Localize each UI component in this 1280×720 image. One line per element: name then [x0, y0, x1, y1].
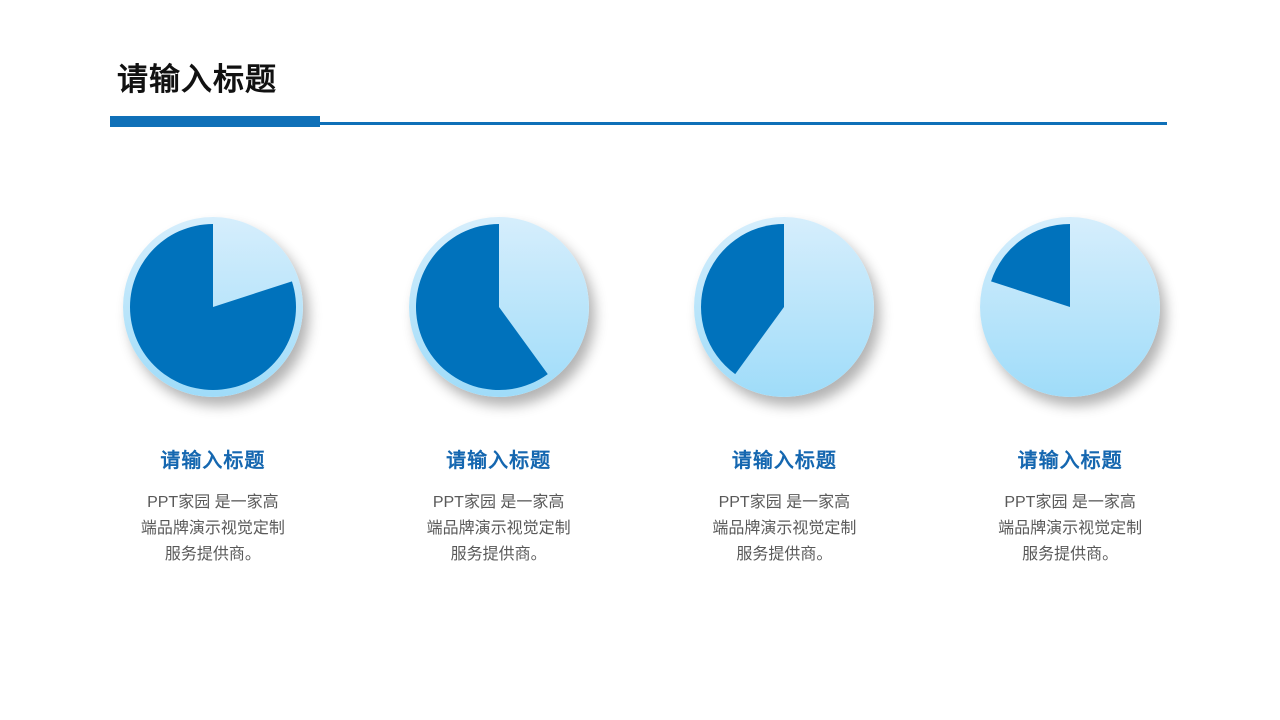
column-heading: 请输入标题 [160, 450, 266, 472]
divider-line [320, 122, 1167, 125]
column-heading: 请输入标题 [1017, 450, 1123, 472]
pie-columns: 请输入标题 PPT家园 是一家高 端品牌演示视觉定制 服务提供商。 请输入标题 … [70, 217, 1213, 568]
body-line: 服务提供商。 [1022, 546, 1119, 563]
pie-slice-80 [129, 224, 296, 390]
body-line: 端品牌演示视觉定制 [998, 520, 1143, 537]
column-body: PPT家园 是一家高 端品牌演示视觉定制 服务提供商。 [70, 490, 356, 568]
body-line: PPT家园 是一家高 [718, 494, 851, 511]
pie-chart-40 [694, 217, 875, 397]
body-line: 端品牌演示视觉定制 [426, 520, 571, 537]
pie-slice-40 [701, 224, 785, 375]
body-line: PPT家园 是一家高 [1004, 494, 1136, 511]
column-body: PPT家园 是一家高 端品牌演示视觉定制 服务提供商。 [356, 490, 642, 568]
title-divider [110, 116, 1167, 127]
column-body: PPT家园 是一家高 端品牌演示视觉定制 服务提供商。 [927, 490, 1213, 568]
pie-slice-20 [991, 224, 1071, 307]
column-body: PPT家园 是一家高 端品牌演示视觉定制 服务提供商。 [642, 490, 928, 568]
body-line: PPT家园 是一家高 [432, 494, 565, 511]
pie-column-4: 请输入标题 PPT家园 是一家高 端品牌演示视觉定制 服务提供商。 [927, 217, 1213, 568]
column-heading: 请输入标题 [446, 450, 552, 472]
column-heading: 请输入标题 [731, 450, 837, 472]
body-line: 端品牌演示视觉定制 [712, 520, 857, 537]
pie-slice-60 [415, 224, 548, 390]
pie-chart-80 [122, 217, 303, 397]
body-line: 服务提供商。 [736, 546, 833, 563]
pie-column-3: 请输入标题 PPT家园 是一家高 端品牌演示视觉定制 服务提供商。 [642, 217, 928, 568]
body-line: 端品牌演示视觉定制 [140, 520, 285, 537]
body-line: PPT家园 是一家高 [147, 494, 279, 511]
slide-title: 请输入标题 [117, 62, 277, 97]
body-line: 服务提供商。 [450, 546, 547, 563]
pie-chart-60 [408, 217, 589, 397]
divider-accent-bar [110, 116, 320, 127]
pie-column-1: 请输入标题 PPT家园 是一家高 端品牌演示视觉定制 服务提供商。 [70, 217, 356, 568]
pie-column-2: 请输入标题 PPT家园 是一家高 端品牌演示视觉定制 服务提供商。 [356, 217, 642, 568]
pie-chart-20 [980, 217, 1161, 397]
body-line: 服务提供商。 [164, 546, 261, 563]
